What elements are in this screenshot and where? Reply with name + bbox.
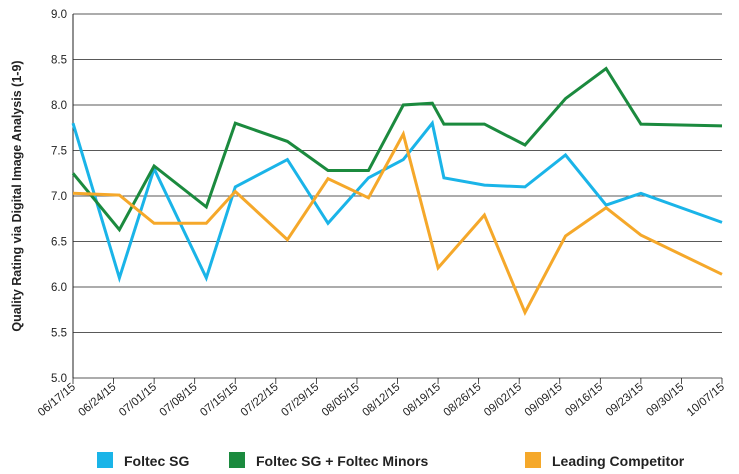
x-tick-label: 07/29/15 <box>279 381 321 419</box>
legend-label: Leading Competitor <box>552 453 685 469</box>
x-tick-label: 07/08/15 <box>158 381 200 419</box>
y-tick-label: 5.0 <box>51 373 67 385</box>
x-tick-label: 09/09/15 <box>523 381 565 419</box>
y-tick-label: 6.0 <box>51 282 67 294</box>
x-tick-label: 08/05/15 <box>320 381 362 419</box>
x-tick-label: 09/02/15 <box>482 381 524 419</box>
legend-swatch <box>525 452 541 468</box>
series-line <box>71 119 723 283</box>
y-tick-label: 6.5 <box>51 237 67 249</box>
x-tick-label: 09/23/15 <box>604 381 646 419</box>
y-tick-label: 7.0 <box>51 191 67 203</box>
legend-swatch <box>229 452 245 468</box>
y-tick-label: 8.0 <box>51 100 67 112</box>
y-tick-label: 5.5 <box>51 328 67 340</box>
x-tick-label: 07/22/15 <box>239 381 281 419</box>
y-axis-label: Quality Rating via Digital Image Analysi… <box>10 60 24 331</box>
series-line <box>72 130 723 317</box>
x-tick-label: 07/01/15 <box>117 381 159 419</box>
x-tick-label: 09/16/15 <box>563 381 605 419</box>
x-tick-label: 07/15/15 <box>198 381 240 419</box>
x-tick-label: 08/12/15 <box>360 381 402 419</box>
legend-label: Foltec SG <box>124 453 189 469</box>
x-tick-label: 09/30/15 <box>644 381 686 419</box>
y-tick-label: 7.5 <box>51 146 67 158</box>
x-tick-label: 06/17/15 <box>36 381 78 419</box>
legend-swatch <box>97 452 113 468</box>
x-tick-label: 10/07/15 <box>685 381 727 419</box>
series-line <box>71 66 723 233</box>
y-tick-label: 9.0 <box>51 9 67 21</box>
y-tick-label: 8.5 <box>51 55 67 67</box>
x-tick-label: 06/24/15 <box>76 381 118 419</box>
x-tick-label: 08/26/15 <box>442 381 484 419</box>
x-tick-label: 08/19/15 <box>401 381 443 419</box>
legend-label: Foltec SG + Foltec Minors <box>256 453 429 469</box>
